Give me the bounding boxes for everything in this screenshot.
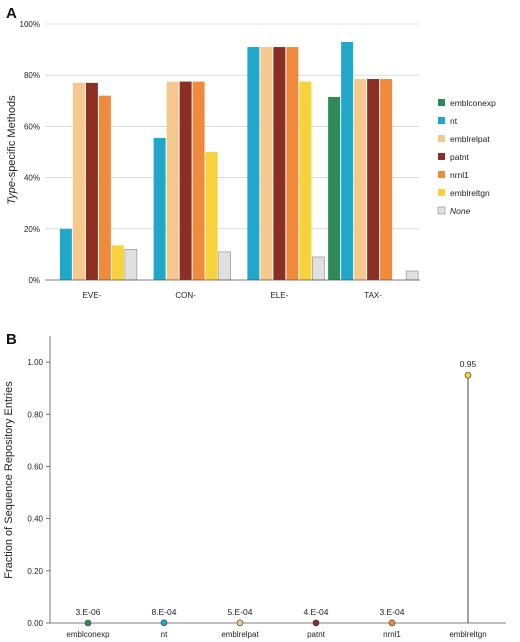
- bar-emblrelpat: [354, 79, 367, 280]
- marker-emblconexp: [84, 619, 92, 627]
- y-tick-label: 0.40: [27, 515, 43, 524]
- panel-a-legend: emblconexp nt emblrelpat patnt nrnl1 emblrelt…: [437, 98, 496, 216]
- y-tick-label: 60%: [24, 122, 40, 131]
- legend-label: patnt: [450, 152, 470, 162]
- bar-emblreltgn: [205, 152, 218, 280]
- y-tick-label: 0.20: [27, 567, 43, 576]
- data-label: 8.E-04: [151, 607, 176, 617]
- legend-label: nrnl1: [450, 170, 469, 180]
- category-label: nrnl1: [383, 630, 401, 639]
- bar-patnt: [85, 82, 98, 280]
- bar-emblrelpat: [72, 82, 85, 280]
- category-label: emblrelpat: [221, 630, 259, 639]
- y-tick-label: 0%: [28, 276, 40, 285]
- bar-nt: [247, 47, 260, 280]
- bar-patnt: [367, 79, 380, 280]
- bar-nrnl1: [286, 47, 299, 280]
- category-label: EVE-: [83, 291, 102, 300]
- legend-label: None: [450, 206, 471, 216]
- data-label: 5.E-04: [227, 607, 252, 617]
- legend-label: emblconexp: [450, 98, 496, 108]
- bar-none: [405, 270, 419, 281]
- y-tick-label: 1.00: [27, 358, 43, 367]
- data-label: 3.E-04: [379, 607, 404, 617]
- category-label: emblconexp: [66, 630, 110, 639]
- bar-emblrelpat: [166, 81, 179, 280]
- marker-emblrelpat: [236, 619, 244, 627]
- y-tick-label: 80%: [24, 71, 40, 80]
- legend-swatch: [438, 189, 445, 196]
- panel-b-y-axis-label: Fraction of Sequence Repository Entries: [3, 381, 15, 579]
- panel-a-bars: [59, 41, 419, 281]
- panel-a-y-label-italic: Type: [6, 181, 18, 205]
- legend-label: nt: [450, 116, 458, 126]
- legend-label: emblrelpat: [450, 134, 490, 144]
- bar-nrnl1: [192, 81, 205, 280]
- lollipop-chart-panel-b: 0.00 0.20 0.40 0.60 0.80 1.00 3.E-06 8.E-04 5.E…: [3, 336, 506, 639]
- legend-swatch: [438, 153, 445, 160]
- bar-nrnl1: [380, 79, 393, 280]
- bar-emblconexp: [328, 96, 341, 281]
- bar-none: [218, 251, 231, 281]
- legend-swatch: [438, 171, 445, 178]
- y-tick-label: 0.60: [27, 462, 43, 471]
- data-label: 0.95: [460, 359, 477, 369]
- legend-swatch: [437, 206, 446, 215]
- bar-nt: [341, 41, 354, 280]
- legend-swatch: [438, 135, 445, 142]
- bar-chart-panel-a: 0% 20% 40% 60% 80% 100% EVE- CON- ELE- TAX- Type…: [6, 20, 496, 300]
- panel-b-letter: B: [6, 331, 17, 348]
- category-label: TAX-: [364, 291, 382, 300]
- y-tick-label: 0.00: [27, 619, 43, 628]
- panel-a-category-labels: EVE- CON- ELE- TAX-: [83, 291, 383, 300]
- bar-patnt: [273, 47, 286, 280]
- bar-nrnl1: [98, 95, 111, 281]
- panel-a-y-ticks: 0% 20% 40% 60% 80% 100%: [20, 20, 40, 285]
- y-tick-label: 0.80: [27, 410, 43, 419]
- panel-a-y-axis-label: Type-specific Methods: [6, 95, 18, 205]
- panel-b-markers: 3.E-06 8.E-04 5.E-04 4.E-04 3.E-04 0.95: [75, 359, 477, 627]
- bar-nt: [59, 228, 72, 280]
- panel-b-y-ticks: 0.00 0.20 0.40 0.60 0.80 1.00: [27, 358, 50, 628]
- category-label: nt: [161, 630, 168, 639]
- bar-none: [124, 248, 138, 281]
- data-label: 4.E-04: [303, 607, 328, 617]
- legend-label: emblreltgn: [450, 188, 490, 198]
- y-tick-label: 40%: [24, 174, 40, 183]
- bar-none: [312, 256, 325, 281]
- y-tick-label: 20%: [24, 225, 40, 234]
- bar-emblrelpat: [260, 47, 273, 280]
- panel-a-letter: A: [6, 5, 17, 22]
- category-label: CON-: [175, 291, 196, 300]
- category-label: emblreltgn: [449, 630, 486, 639]
- marker-patnt: [312, 619, 320, 627]
- legend-swatch: [438, 99, 445, 106]
- legend-swatch: [438, 117, 445, 124]
- bar-emblreltgn: [299, 81, 312, 280]
- category-label: patnt: [307, 630, 326, 639]
- bar-nt: [153, 137, 166, 280]
- bar-patnt: [179, 81, 192, 280]
- y-tick-label: 100%: [20, 20, 40, 29]
- marker-nrnl1: [388, 619, 396, 627]
- panel-b-category-labels: emblconexp nt emblrelpat patnt nrnl1 emblrelt…: [66, 630, 486, 639]
- panel-a-y-label-rest: -specific Methods: [6, 95, 18, 181]
- marker-nt: [160, 619, 168, 627]
- bar-emblreltgn: [111, 245, 124, 280]
- data-label: 3.E-06: [75, 607, 100, 617]
- category-label: ELE-: [270, 291, 288, 300]
- marker-emblreltgn: [464, 371, 472, 379]
